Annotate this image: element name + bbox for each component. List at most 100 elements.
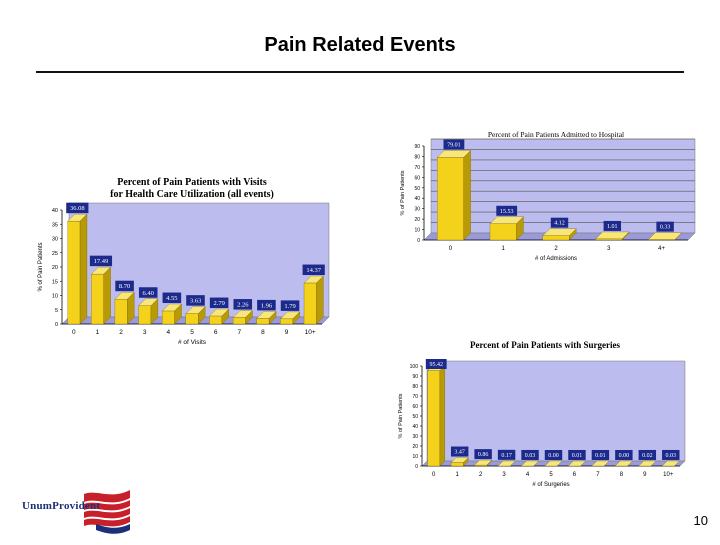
data-label: 1.79 [284, 303, 295, 310]
x-tick-label: 9 [643, 472, 647, 478]
data-label: 2.79 [213, 300, 224, 307]
bar [233, 318, 245, 324]
y-tick-label: 40 [52, 208, 58, 214]
x-tick-label: 1 [456, 472, 460, 478]
data-label: 0.00 [619, 453, 630, 459]
data-label: 3.63 [190, 298, 201, 305]
x-tick-label: 2 [479, 472, 483, 478]
bar-side [80, 214, 87, 324]
x-axis-label: # of Visits [178, 339, 207, 346]
y-tick-label: 40 [412, 424, 418, 430]
bar [257, 318, 269, 324]
chart-title-line: Percent of Pain Patients with Visits [117, 177, 267, 188]
x-tick-label: 2 [554, 246, 558, 252]
y-tick-label: 50 [412, 414, 418, 420]
y-tick-label: 80 [412, 384, 418, 390]
y-axis-label: % of Pain Patients [398, 393, 404, 438]
data-label: 0.03 [666, 453, 677, 459]
data-label: 1.96 [261, 302, 273, 309]
logo-text: UnumProvident [22, 500, 100, 512]
bar [437, 157, 463, 240]
y-tick-label: 80 [414, 154, 420, 160]
x-tick-label: 5 [549, 472, 553, 478]
bar [68, 221, 80, 324]
y-tick-label: 70 [414, 165, 420, 171]
y-tick-label: 5 [55, 308, 58, 314]
chart-admitted: Percent of Pain Patients Admitted to Hos… [392, 128, 708, 276]
x-tick-label: 4+ [658, 246, 665, 252]
chart-surgeries: Percent of Pain Patients with Surgeries 0… [392, 336, 698, 508]
bar [280, 319, 292, 324]
bar [186, 314, 198, 324]
y-tick-label: 0 [55, 322, 58, 328]
data-label: 95.42 [429, 362, 443, 368]
x-tick-label: 6 [214, 329, 218, 336]
chart-admitted-svg: Percent of Pain Patients Admitted to Hos… [392, 128, 708, 276]
y-tick-label: 15 [52, 279, 58, 285]
y-tick-label: 10 [52, 294, 58, 300]
data-label: 17.49 [94, 258, 109, 265]
y-axis-label: % of Pain Patients [400, 170, 406, 215]
chart-title-line: Percent of Pain Patients Admitted to Hos… [488, 130, 624, 139]
y-tick-label: 25 [52, 251, 58, 257]
x-tick-label: 0 [72, 329, 76, 336]
x-tick-label: 3 [607, 246, 611, 252]
bar [428, 371, 440, 466]
chart-title-line: Percent of Pain Patients with Surgeries [470, 340, 621, 350]
y-tick-label: 60 [412, 404, 418, 410]
x-tick-label: 4 [167, 329, 171, 336]
y-tick-label: 30 [52, 237, 58, 243]
y-tick-label: 20 [52, 265, 58, 271]
data-label: 3.47 [454, 450, 465, 456]
bar [490, 224, 516, 240]
y-tick-label: 0 [415, 464, 418, 470]
company-logo: UnumProvident [22, 484, 134, 540]
y-tick-label: 50 [414, 186, 420, 192]
y-tick-label: 100 [410, 364, 419, 370]
bar [139, 306, 151, 324]
x-tick-label: 10+ [663, 472, 674, 478]
data-label: 0.86 [478, 452, 489, 458]
x-tick-label: 3 [502, 472, 506, 478]
bar [304, 283, 316, 324]
y-tick-label: 30 [414, 207, 420, 213]
y-tick-label: 60 [414, 175, 420, 181]
chart-title-line: for Health Care Utilization (all events) [110, 189, 274, 200]
x-tick-label: 7 [596, 472, 600, 478]
data-label: 14.37 [306, 267, 321, 274]
data-label: 0.02 [642, 453, 653, 459]
x-tick-label: 0 [432, 472, 436, 478]
x-tick-label: 10+ [305, 329, 316, 336]
plot-back-wall [427, 361, 685, 461]
x-tick-label: 8 [261, 329, 265, 336]
data-label: 0.01 [595, 453, 606, 459]
y-axis-label: % of Pain Patients [38, 242, 44, 291]
data-label: 15.53 [500, 209, 514, 215]
data-label: 6.40 [143, 290, 154, 297]
bar [209, 316, 221, 324]
data-label: 0.17 [501, 453, 512, 459]
y-tick-label: 20 [414, 217, 420, 223]
y-tick-label: 10 [412, 454, 418, 460]
y-tick-label: 40 [414, 196, 420, 202]
x-tick-label: 5 [190, 329, 194, 336]
x-tick-label: 1 [502, 246, 506, 252]
y-tick-label: 20 [412, 444, 418, 450]
data-label: 2.26 [237, 302, 249, 309]
data-label: 36.08 [70, 205, 85, 212]
x-axis-label: # of Admissions [535, 256, 577, 262]
x-tick-label: 0 [449, 246, 453, 252]
x-tick-label: 4 [526, 472, 530, 478]
data-label: 8.70 [119, 283, 130, 290]
slide-title: Pain Related Events [0, 34, 720, 57]
y-tick-label: 35 [52, 222, 58, 228]
data-label: 0.03 [525, 453, 536, 459]
bar-side [464, 150, 471, 240]
bar [162, 311, 174, 324]
x-axis-label: # of Surgeries [532, 482, 569, 488]
x-tick-label: 8 [620, 472, 624, 478]
x-tick-label: 3 [143, 329, 147, 336]
y-tick-label: 10 [414, 228, 420, 234]
